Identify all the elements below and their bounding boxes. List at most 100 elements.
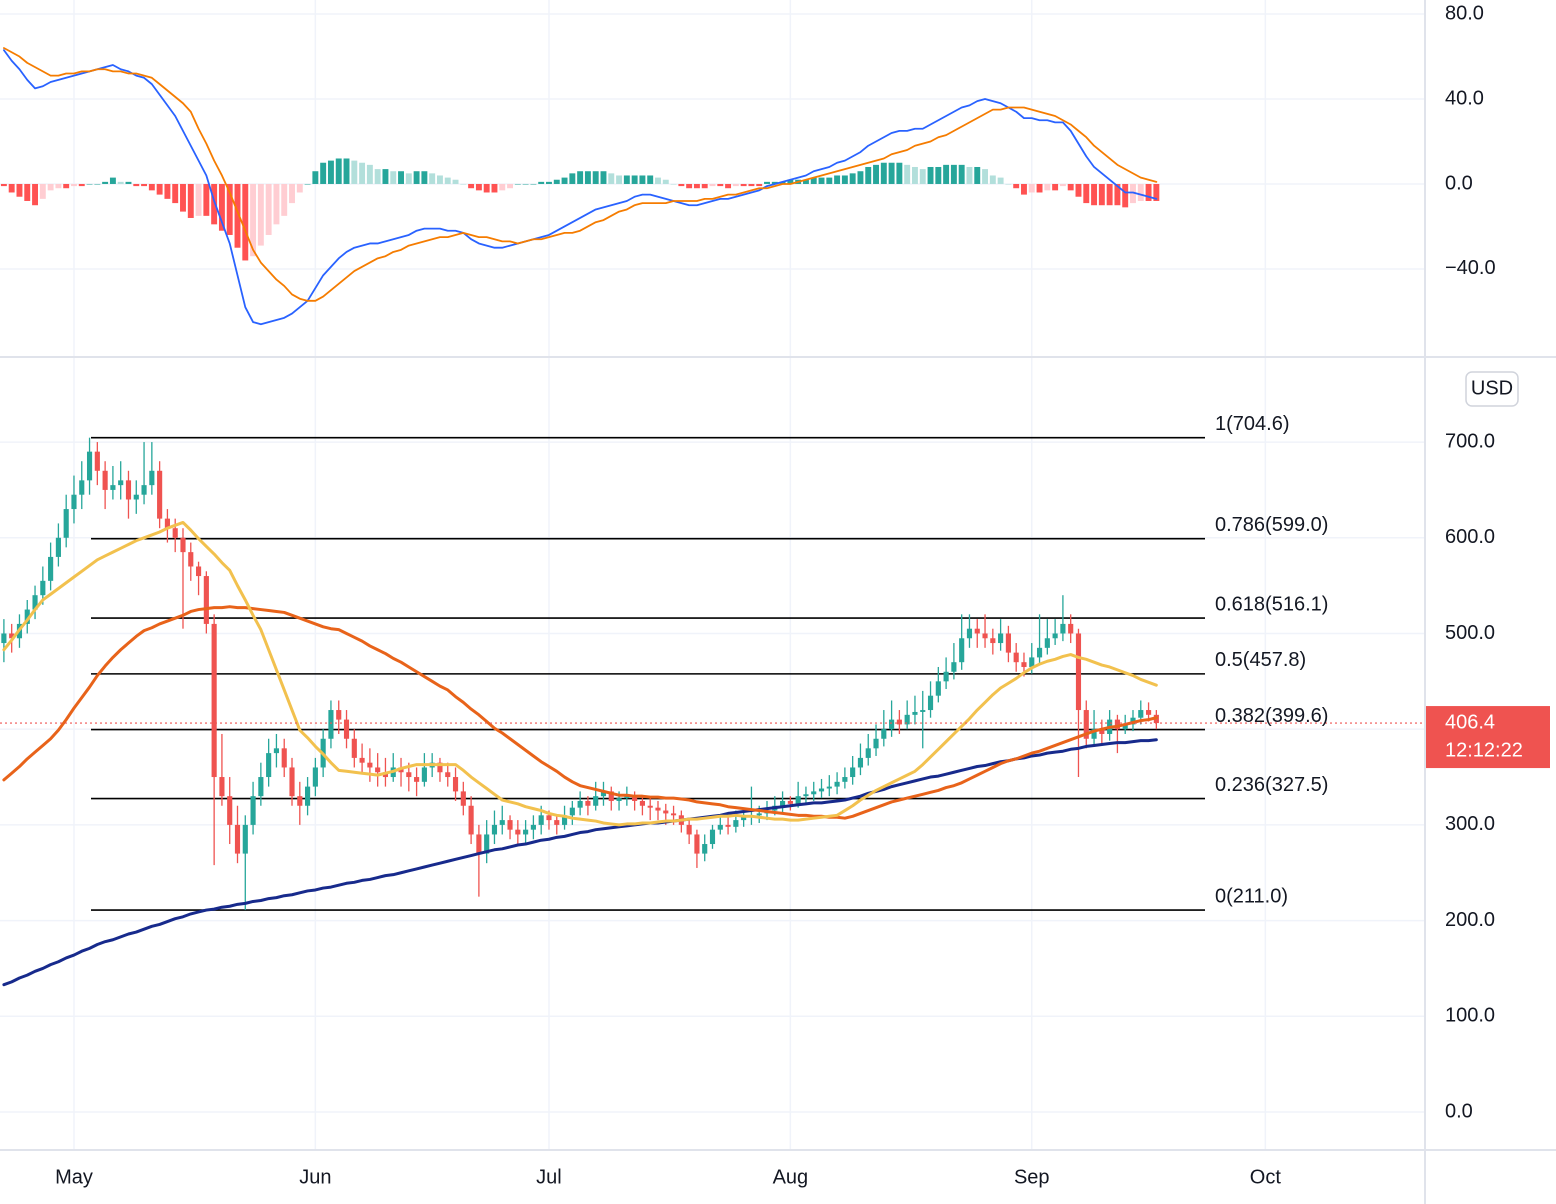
histogram-bar bbox=[577, 171, 584, 184]
histogram-bar bbox=[849, 173, 856, 184]
candle-body bbox=[1075, 633, 1082, 711]
fib-label: 0(211.0) bbox=[1215, 885, 1288, 907]
fib-label: 0.618(516.1) bbox=[1215, 593, 1328, 615]
candle-body bbox=[974, 628, 980, 634]
histogram-bar bbox=[351, 160, 358, 184]
histogram-bar bbox=[327, 160, 334, 184]
candle-body bbox=[40, 580, 46, 596]
histogram-bar bbox=[234, 183, 241, 248]
histogram-bar bbox=[810, 177, 817, 184]
histogram-bar bbox=[133, 183, 140, 187]
candle-body bbox=[359, 757, 365, 763]
histogram-bar bbox=[1083, 183, 1090, 204]
candle-body bbox=[118, 480, 124, 486]
histogram-bar bbox=[172, 183, 179, 204]
candle-body bbox=[499, 820, 505, 825]
candle-body bbox=[1091, 729, 1097, 739]
x-tick-label: Aug bbox=[773, 1166, 809, 1188]
candle-body bbox=[709, 829, 716, 845]
candle-body bbox=[639, 800, 645, 806]
histogram-bar bbox=[1145, 183, 1152, 201]
histogram-bar bbox=[639, 175, 646, 184]
histogram-bar bbox=[71, 183, 77, 187]
histogram-bar bbox=[242, 183, 249, 261]
fib-label: 0.236(327.5) bbox=[1215, 774, 1328, 796]
candle-body bbox=[927, 695, 934, 711]
candle-body bbox=[920, 710, 926, 712]
currency-badge[interactable] bbox=[1465, 371, 1519, 407]
candle-body bbox=[227, 796, 233, 825]
macd-tick-label: 80.0 bbox=[1445, 2, 1484, 24]
x-tick-label: Jul bbox=[536, 1166, 562, 1188]
candle-body bbox=[1114, 719, 1120, 730]
histogram-bar bbox=[631, 175, 638, 184]
histogram-bar bbox=[740, 183, 747, 187]
candle-body bbox=[717, 824, 723, 830]
candles bbox=[1, 437, 1159, 911]
candle-body bbox=[1052, 633, 1058, 639]
candle-body bbox=[281, 748, 287, 768]
y-tick-label: 0.0 bbox=[1445, 1100, 1473, 1122]
candle-body bbox=[1068, 623, 1074, 634]
histogram-bar bbox=[180, 183, 186, 212]
histogram-bar bbox=[296, 183, 303, 193]
candle-body bbox=[336, 710, 342, 720]
macd-tick-label: 0.0 bbox=[1445, 172, 1473, 194]
candle-body bbox=[990, 638, 996, 644]
histogram-bar bbox=[943, 164, 950, 184]
histogram-bar bbox=[522, 183, 529, 185]
candle-body bbox=[943, 671, 949, 682]
fib-label: 0.5(457.8) bbox=[1215, 649, 1306, 671]
histogram-bar bbox=[896, 162, 903, 184]
candle-body bbox=[787, 800, 793, 804]
candle-body bbox=[959, 638, 965, 663]
candle-body bbox=[125, 480, 132, 500]
histogram-bar bbox=[1098, 183, 1105, 206]
histogram-bar bbox=[748, 183, 755, 187]
histogram-bar bbox=[686, 183, 693, 189]
candle-body bbox=[546, 815, 552, 821]
candle-body bbox=[63, 509, 69, 538]
macd-tick-label: −40.0 bbox=[1445, 257, 1496, 279]
candle-body bbox=[180, 537, 186, 553]
histogram-bar bbox=[250, 183, 257, 257]
y-tick-label: 600.0 bbox=[1445, 526, 1495, 548]
histogram-bar bbox=[187, 183, 194, 218]
histogram-bar bbox=[1067, 183, 1074, 191]
moving-average bbox=[2, 605, 1158, 820]
histogram-bar bbox=[655, 177, 661, 184]
histogram-bar bbox=[546, 181, 552, 184]
y-tick-label: 100.0 bbox=[1445, 1005, 1495, 1027]
countdown-label: 12:12:22 bbox=[1445, 739, 1523, 761]
candle-body bbox=[297, 796, 303, 806]
histogram-bar bbox=[935, 166, 942, 184]
histogram-bar bbox=[203, 183, 210, 216]
histogram-bar bbox=[787, 179, 794, 184]
y-tick-label: 500.0 bbox=[1445, 622, 1495, 644]
histogram-bar bbox=[312, 171, 319, 184]
histogram-bar bbox=[1021, 183, 1027, 195]
candle-body bbox=[406, 772, 412, 778]
candle-body bbox=[803, 794, 809, 797]
histogram-bar bbox=[405, 173, 412, 184]
histogram-bar bbox=[717, 183, 724, 187]
candle-body bbox=[141, 485, 147, 495]
candle-body bbox=[530, 824, 536, 830]
macd-line bbox=[2, 47, 1158, 302]
fib-label: 0.382(399.6) bbox=[1215, 705, 1328, 727]
histogram-bar bbox=[1013, 183, 1020, 189]
candle-body bbox=[780, 800, 786, 806]
histogram-bar bbox=[1130, 183, 1136, 204]
candle-body bbox=[725, 824, 731, 827]
x-tick-label: Oct bbox=[1250, 1166, 1282, 1188]
candle-body bbox=[79, 480, 85, 495]
candle-body bbox=[250, 796, 256, 825]
candle-body bbox=[1, 633, 7, 644]
candle-body bbox=[686, 824, 692, 835]
candle-body bbox=[289, 767, 295, 797]
last-price-badge bbox=[1426, 706, 1550, 769]
histogram-bar bbox=[281, 183, 288, 216]
histogram-bar bbox=[32, 183, 38, 206]
histogram-bar bbox=[382, 169, 389, 184]
candle-body bbox=[421, 767, 427, 782]
